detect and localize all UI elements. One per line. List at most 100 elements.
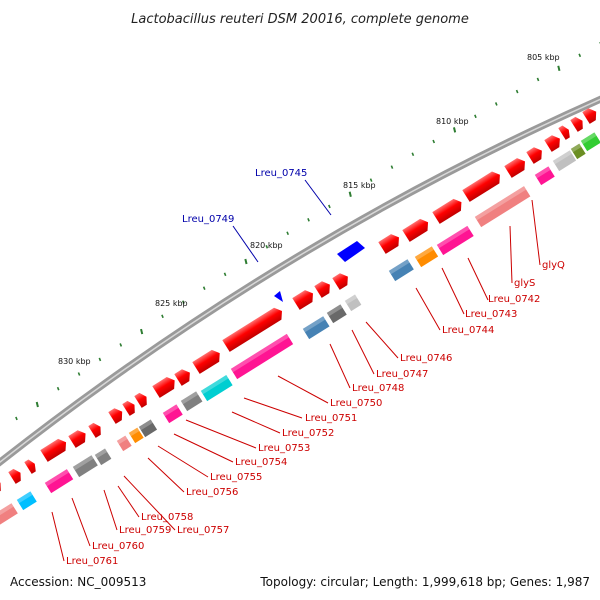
feature-box (414, 246, 439, 268)
cds-arrow (88, 422, 101, 438)
label-lreu-0750[interactable]: Lreu_0750 (330, 398, 382, 409)
label-glyq[interactable]: glyQ (542, 260, 565, 271)
feature-box (302, 316, 330, 340)
tick-mark (202, 286, 206, 290)
feature-box-rect (180, 391, 203, 412)
cds-arrow-shape (582, 108, 597, 124)
feature-lreu-0749[interactable] (274, 291, 283, 302)
feature-lreu-0745[interactable] (337, 241, 365, 262)
cds-arrow-shape (0, 478, 1, 494)
cds-arrow (0, 478, 1, 494)
cds-arrow (570, 116, 583, 132)
label-lreu-0752[interactable]: Lreu_0752 (282, 428, 334, 439)
label-lreu-0757[interactable]: Lreu_0757 (177, 525, 229, 536)
feature-box-rect (534, 166, 555, 186)
cds-arrow-shape (526, 147, 542, 164)
feature-box-rect (552, 150, 577, 172)
feature-box-rect (580, 132, 600, 152)
cds-arrow-shape (8, 468, 21, 484)
leader-line (147, 457, 185, 493)
leader-line (509, 225, 513, 284)
cds-arrow-shape (152, 377, 175, 398)
leader-line (441, 267, 465, 315)
cds-arrow (314, 281, 330, 298)
tick-mark (348, 191, 352, 197)
tick-mark (77, 372, 81, 376)
cds-arrow-shape (314, 281, 330, 298)
label-glys[interactable]: glyS (514, 278, 535, 289)
label-lreu-0748[interactable]: Lreu_0748 (352, 383, 404, 394)
feature-box-shine (552, 150, 572, 165)
label-lreu-0745[interactable]: Lreu_0745 (255, 168, 307, 179)
feature-box (580, 132, 600, 152)
feature-box (0, 503, 18, 526)
label-lreu-0756[interactable]: Lreu_0756 (186, 487, 238, 498)
feature-box (570, 143, 586, 160)
tick-label-805: 805 kbp (527, 53, 560, 62)
label-lreu-0755[interactable]: Lreu_0755 (210, 472, 262, 483)
cds-arrow-shape (88, 422, 101, 438)
label-lreu-0743[interactable]: Lreu_0743 (465, 309, 517, 320)
cds-arrow (68, 430, 86, 448)
feature-box-rect (128, 427, 144, 444)
feature-box (72, 455, 98, 478)
tick-mark (494, 102, 498, 106)
tick-mark (390, 165, 394, 169)
tick-label-810: 810 kbp (436, 117, 469, 126)
cds-arrow (24, 459, 36, 474)
feature-box-rect (326, 304, 347, 324)
feature-box (128, 427, 144, 444)
label-lreu-0759[interactable]: Lreu_0759 (119, 525, 171, 536)
cds-arrow (40, 438, 67, 462)
feature-box (230, 333, 294, 380)
tick-mark (432, 139, 436, 144)
tick-mark (515, 89, 519, 94)
label-lreu-0761[interactable]: Lreu_0761 (66, 556, 118, 567)
label-lreu-0760[interactable]: Lreu_0760 (92, 541, 144, 552)
label-lreu-0749[interactable]: Lreu_0749 (182, 214, 234, 225)
label-lreu-0744[interactable]: Lreu_0744 (442, 325, 494, 336)
feature-box (474, 186, 531, 228)
cds-arrow (292, 290, 313, 310)
label-lreu-0753[interactable]: Lreu_0753 (258, 443, 310, 454)
cds-arrow-shape (570, 116, 583, 132)
label-lreu-0746[interactable]: Lreu_0746 (400, 353, 452, 364)
feature-box-rect (0, 503, 18, 526)
cds-arrow (504, 158, 525, 178)
feature-box-rect (302, 316, 330, 340)
feature-box-rect (230, 333, 294, 380)
label-leader-lines (51, 179, 541, 562)
tick-mark (56, 386, 60, 391)
cds-arrow-shape (108, 408, 123, 424)
cds-arrow-shape (402, 218, 429, 242)
feature-box-shine (230, 333, 289, 373)
tick-labels: 805 kbp 810 kbp 815 kbp 820 kbp 825 kbp … (58, 53, 560, 366)
reverse-labels: glyQ glyS Lreu_0742 Lreu_0743 Lreu_0744 … (66, 260, 565, 567)
cds-arrow (174, 369, 190, 386)
label-lreu-0742[interactable]: Lreu_0742 (488, 294, 540, 305)
leader-line (277, 375, 329, 404)
feature-box-rect (474, 186, 531, 228)
feature-box-shine (534, 166, 551, 179)
tick-mark (536, 77, 540, 82)
tick-mark (161, 314, 164, 319)
feature-box-shine (138, 419, 153, 431)
label-lreu-0751[interactable]: Lreu_0751 (305, 413, 357, 424)
feature-box-shine (302, 316, 326, 333)
leader-line (185, 419, 257, 449)
cds-arrow-shape (40, 438, 67, 462)
cds-arrow-shape (192, 349, 220, 374)
feature-box-shine (580, 132, 597, 145)
tick-mark (328, 204, 331, 209)
feature-box-rect (200, 375, 233, 402)
feature-box (16, 491, 37, 511)
leader-line (243, 397, 303, 419)
label-lreu-0758[interactable]: Lreu_0758 (141, 512, 193, 523)
cds-arrow-shape (222, 307, 282, 352)
label-lreu-0754[interactable]: Lreu_0754 (235, 457, 287, 468)
label-lreu-0747[interactable]: Lreu_0747 (376, 369, 428, 380)
feature-box-rect (44, 469, 74, 494)
feature-box-shine (0, 503, 14, 519)
feature-box (552, 150, 577, 172)
